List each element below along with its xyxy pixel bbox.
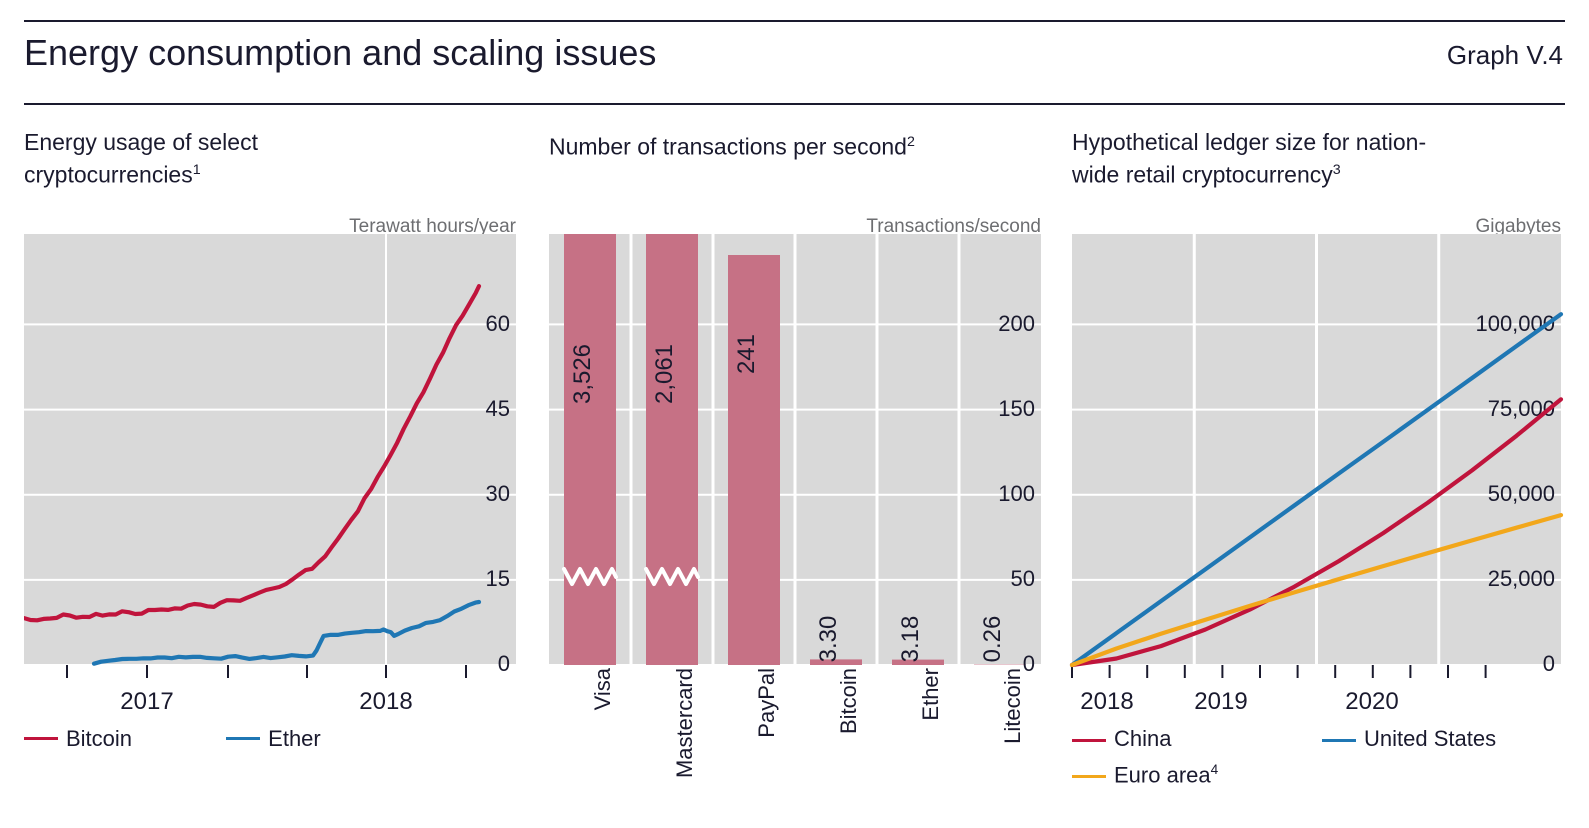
- svg-text:45: 45: [486, 396, 510, 421]
- svg-text:75,000: 75,000: [1488, 396, 1555, 421]
- svg-text:2019: 2019: [1194, 688, 1247, 715]
- svg-text:15: 15: [486, 566, 510, 591]
- svg-text:2,061: 2,061: [651, 344, 678, 404]
- svg-text:2018: 2018: [359, 688, 412, 715]
- svg-text:100: 100: [998, 481, 1035, 506]
- svg-text:25,000: 25,000: [1488, 566, 1555, 591]
- svg-text:200: 200: [998, 311, 1035, 336]
- svg-text:2017: 2017: [120, 688, 173, 715]
- svg-text:0.26: 0.26: [979, 616, 1006, 663]
- svg-text:30: 30: [486, 481, 510, 506]
- svg-text:3.18: 3.18: [897, 616, 924, 663]
- svg-text:3,526: 3,526: [569, 344, 596, 404]
- svg-text:2018: 2018: [1080, 688, 1133, 715]
- svg-text:241: 241: [733, 334, 760, 374]
- svg-text:100,000: 100,000: [1475, 311, 1555, 336]
- svg-text:0: 0: [498, 651, 510, 676]
- svg-text:50,000: 50,000: [1488, 481, 1555, 506]
- svg-text:0: 0: [1543, 651, 1555, 676]
- svg-text:150: 150: [998, 396, 1035, 421]
- svg-text:60: 60: [486, 311, 510, 336]
- svg-text:3.30: 3.30: [815, 616, 842, 663]
- svg-text:50: 50: [1011, 566, 1035, 591]
- svg-text:2020: 2020: [1345, 688, 1398, 715]
